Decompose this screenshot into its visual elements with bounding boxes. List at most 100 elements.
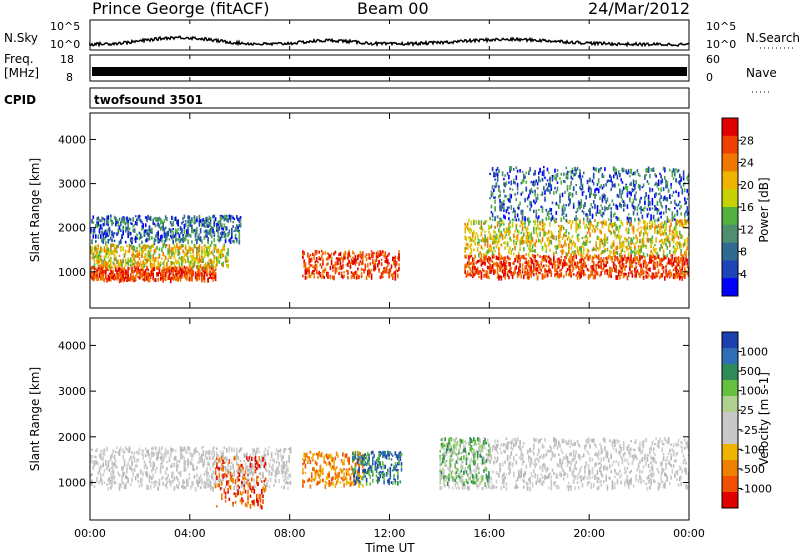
echo-cell (635, 270, 637, 274)
echo-cell (566, 253, 569, 257)
echo-cell (586, 257, 589, 261)
echo-cell (141, 235, 143, 239)
echo-cell (388, 262, 390, 265)
echo-cell (107, 228, 110, 232)
echo-cell (168, 456, 171, 461)
echo-cell (176, 476, 178, 480)
echo-cell (320, 254, 323, 260)
echo-cell (330, 252, 333, 256)
echo-cell (353, 272, 355, 277)
echo-cell (604, 195, 606, 198)
echo-cell (484, 273, 486, 277)
echo-cell (182, 220, 184, 223)
echo-cell (599, 239, 601, 244)
echo-cell (556, 267, 559, 270)
echo-cell (656, 208, 659, 211)
echo-cell (211, 250, 213, 254)
echo-cell (168, 254, 171, 259)
echo-cell (304, 262, 307, 265)
echo-cell (592, 172, 595, 178)
echo-cell (216, 256, 218, 262)
echo-cell (231, 214, 233, 219)
echo-cell (148, 246, 151, 250)
echo-cell (91, 248, 93, 253)
echo-cell (131, 263, 133, 268)
echo-cell (654, 228, 656, 234)
echo-cell (553, 235, 555, 240)
echo-cell (485, 275, 488, 278)
echo-cell (516, 213, 519, 218)
echo-cell (141, 470, 143, 474)
echo-cell (314, 249, 317, 254)
echo-cell (662, 266, 665, 269)
echo-cell (478, 241, 480, 246)
echo-cell (193, 256, 196, 260)
echo-cell (117, 471, 120, 475)
echo-cell (133, 230, 136, 233)
echo-cell (144, 254, 147, 258)
echo-cell (601, 173, 604, 179)
echo-cell (493, 238, 495, 241)
echo-cell (313, 257, 315, 260)
echo-cell (669, 194, 671, 200)
echo-cell (674, 257, 676, 263)
echo-cell (149, 247, 152, 250)
echo-cell (534, 192, 536, 197)
echo-cell (168, 271, 171, 275)
echo-cell (318, 256, 320, 259)
echo-cell (141, 254, 143, 258)
echo-cell (674, 247, 676, 252)
echo-cell (535, 199, 538, 203)
echo-cell (646, 226, 649, 230)
echo-cell (484, 254, 486, 258)
echo-cell (676, 222, 679, 226)
echo-cell (138, 252, 141, 257)
echo-cell (682, 183, 685, 187)
echo-cell (183, 456, 186, 462)
echo-cell (601, 186, 604, 190)
echo-cell (676, 268, 679, 271)
echo-cell (156, 481, 158, 484)
echo-cell (198, 217, 201, 220)
echo-cell (570, 224, 572, 230)
echo-cell (394, 260, 397, 263)
echo-cell (558, 265, 560, 269)
echo-cell (149, 457, 152, 461)
echo-cell (521, 235, 524, 239)
echo-cell (619, 189, 621, 195)
echo-cell (139, 262, 142, 266)
echo-cell (483, 274, 485, 278)
echo-cell (144, 223, 147, 228)
echo-cell (147, 452, 149, 456)
echo-cell (521, 226, 524, 230)
echo-cell (599, 259, 601, 263)
echo-cell (151, 227, 153, 232)
echo-cell (599, 168, 601, 172)
echo-cell (100, 255, 102, 259)
echo-cell (152, 275, 154, 281)
echo-cell (382, 250, 384, 253)
echo-cell (681, 276, 684, 281)
echo-cell (662, 196, 665, 202)
echo-cell (671, 254, 674, 257)
echo-cell (325, 263, 328, 267)
echo-cell (314, 260, 317, 264)
echo-cell (208, 258, 211, 262)
echo-cell (121, 478, 123, 484)
echo-cell (139, 275, 142, 280)
echo-cell (100, 264, 102, 269)
echo-cell (186, 274, 188, 280)
echo-cell (159, 456, 162, 460)
echo-cell (550, 184, 553, 189)
echo-cell (162, 481, 164, 486)
echo-cell (97, 254, 100, 260)
echo-cell (606, 272, 609, 276)
echo-cell (118, 450, 121, 453)
echo-cell (394, 255, 397, 260)
echo-cell (529, 167, 531, 170)
echo-cell (677, 203, 680, 207)
echo-cell (115, 451, 117, 454)
echo-cell (660, 238, 662, 242)
echo-cell (128, 245, 131, 250)
echo-cell (651, 274, 654, 280)
